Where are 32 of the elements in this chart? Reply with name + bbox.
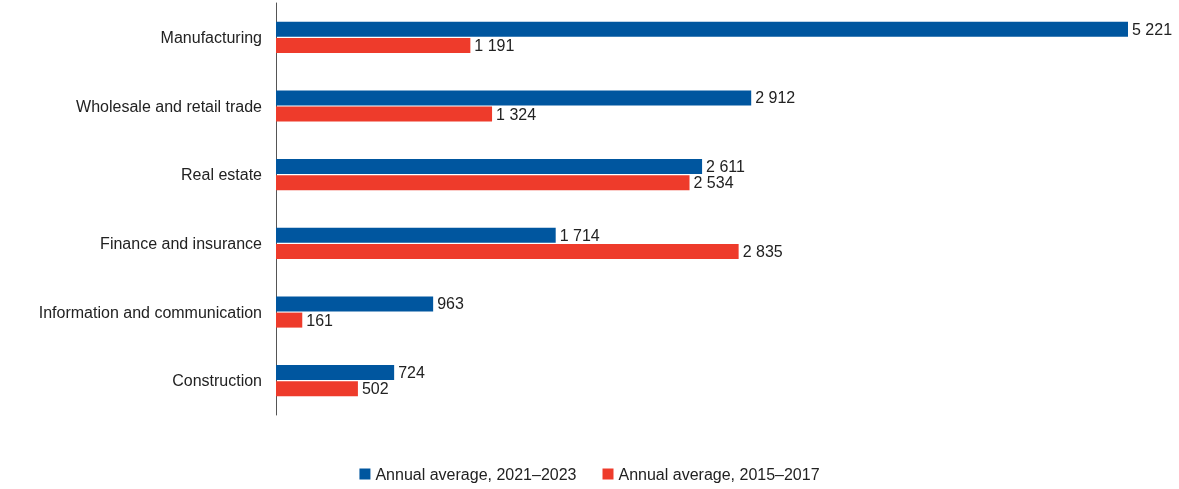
bar — [276, 106, 493, 122]
bar — [276, 90, 752, 106]
bar — [276, 227, 556, 243]
y-tick-label: Construction — [172, 372, 262, 390]
data-label: 1 324 — [496, 105, 537, 123]
data-label: 2 912 — [755, 89, 796, 107]
bar — [276, 175, 690, 191]
data-label: 2 611 — [706, 158, 746, 176]
bar — [276, 381, 358, 397]
y-tick-label: Manufacturing — [160, 28, 262, 46]
y-tick-label: Finance and insurance — [100, 234, 263, 252]
y-tick-label: Real estate — [181, 166, 263, 184]
legend-label: Annual average, 2021–2023 — [375, 465, 577, 483]
data-label: 1 714 — [559, 226, 600, 244]
legend-label: Annual average, 2015–2017 — [618, 465, 820, 483]
data-label: 5 221 — [1132, 20, 1173, 38]
bar — [276, 365, 395, 381]
data-label: 724 — [398, 364, 425, 382]
data-label: 502 — [361, 380, 389, 398]
y-tick-label: Wholesale and retail trade — [76, 97, 263, 115]
bar — [276, 159, 703, 175]
data-label: 161 — [306, 311, 334, 329]
bar — [276, 21, 1128, 37]
data-label: 2 534 — [693, 174, 734, 192]
bar — [276, 37, 471, 53]
y-tick-label: Information and communication — [38, 303, 262, 321]
bar — [276, 296, 434, 312]
bar — [276, 312, 303, 328]
bar — [276, 243, 739, 259]
data-label: 963 — [437, 295, 464, 313]
data-label: 2 835 — [742, 242, 783, 260]
data-label: 1 191 — [474, 36, 515, 54]
